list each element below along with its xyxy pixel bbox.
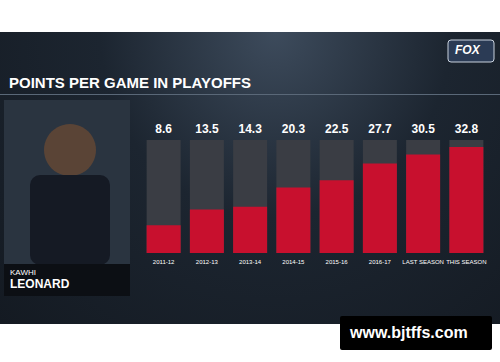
svg-text:32.8: 32.8 xyxy=(455,122,479,136)
svg-text:FOX: FOX xyxy=(455,43,481,57)
svg-text:2013-14: 2013-14 xyxy=(239,259,262,265)
svg-text:13.5: 13.5 xyxy=(195,122,219,136)
svg-text:2016-17: 2016-17 xyxy=(369,259,392,265)
svg-text:KAWHI: KAWHI xyxy=(10,268,36,277)
svg-text:THIS SEASON: THIS SEASON xyxy=(446,259,486,265)
svg-text:2014-15: 2014-15 xyxy=(282,259,305,265)
svg-text:8.6: 8.6 xyxy=(155,122,172,136)
svg-text:22.5: 22.5 xyxy=(325,122,349,136)
svg-text:LEONARD: LEONARD xyxy=(10,277,70,291)
svg-text:27.7: 27.7 xyxy=(368,122,392,136)
svg-text:2015-16: 2015-16 xyxy=(326,259,349,265)
svg-text:2012-13: 2012-13 xyxy=(196,259,219,265)
svg-text:14.3: 14.3 xyxy=(238,122,262,136)
svg-text:LAST SEASON: LAST SEASON xyxy=(402,259,444,265)
svg-text:20.3: 20.3 xyxy=(282,122,306,136)
svg-text:2011-12: 2011-12 xyxy=(153,259,175,265)
svg-text:30.5: 30.5 xyxy=(411,122,435,136)
svg-text:POINTS PER GAME IN PLAYOFFS: POINTS PER GAME IN PLAYOFFS xyxy=(9,74,251,91)
svg-text:www.bjtffs.com: www.bjtffs.com xyxy=(349,324,468,341)
